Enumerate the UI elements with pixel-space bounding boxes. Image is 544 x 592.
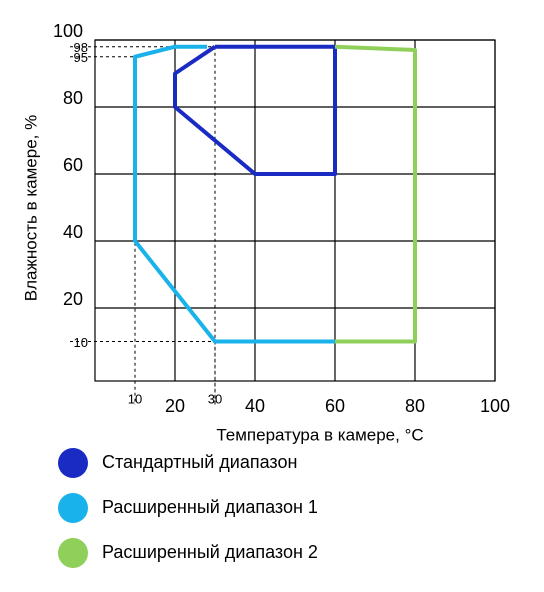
- plot-frame: [94, 39, 496, 382]
- legend-label: Стандартный диапазон: [102, 452, 297, 472]
- x-tick-label: 80: [405, 396, 425, 416]
- x-minor-tick-label: 10: [128, 391, 142, 406]
- y-tick-label: 20: [63, 289, 83, 309]
- y-tick-label: 80: [63, 88, 83, 108]
- legend-marker: [58, 448, 88, 478]
- y-tick-label: 60: [63, 155, 83, 175]
- x-tick-label: 40: [245, 396, 265, 416]
- y-minor-tick-label: 98: [74, 40, 88, 55]
- y-tick-label: 40: [63, 222, 83, 242]
- y-minor-tick-label: 10: [74, 335, 88, 350]
- x-tick-label: 20: [165, 396, 185, 416]
- x-tick-label: 60: [325, 396, 345, 416]
- legend-marker: [58, 538, 88, 568]
- x-minor-tick-label: 30: [208, 391, 222, 406]
- y-tick-label: 100: [53, 21, 83, 41]
- legend-marker: [58, 493, 88, 523]
- legend-label: Расширенный диапазон 2: [102, 542, 318, 562]
- y-minor-tick-label: 95: [74, 50, 88, 65]
- series-outline: [334, 44, 417, 344]
- series-outline: [133, 44, 335, 344]
- y-axis-label: Влажность в камере, %: [21, 115, 40, 301]
- x-axis-label: Температура в камере, °C: [216, 425, 423, 444]
- legend-label: Расширенный диапазон 1: [102, 497, 318, 517]
- x-tick-label: 100: [480, 396, 510, 416]
